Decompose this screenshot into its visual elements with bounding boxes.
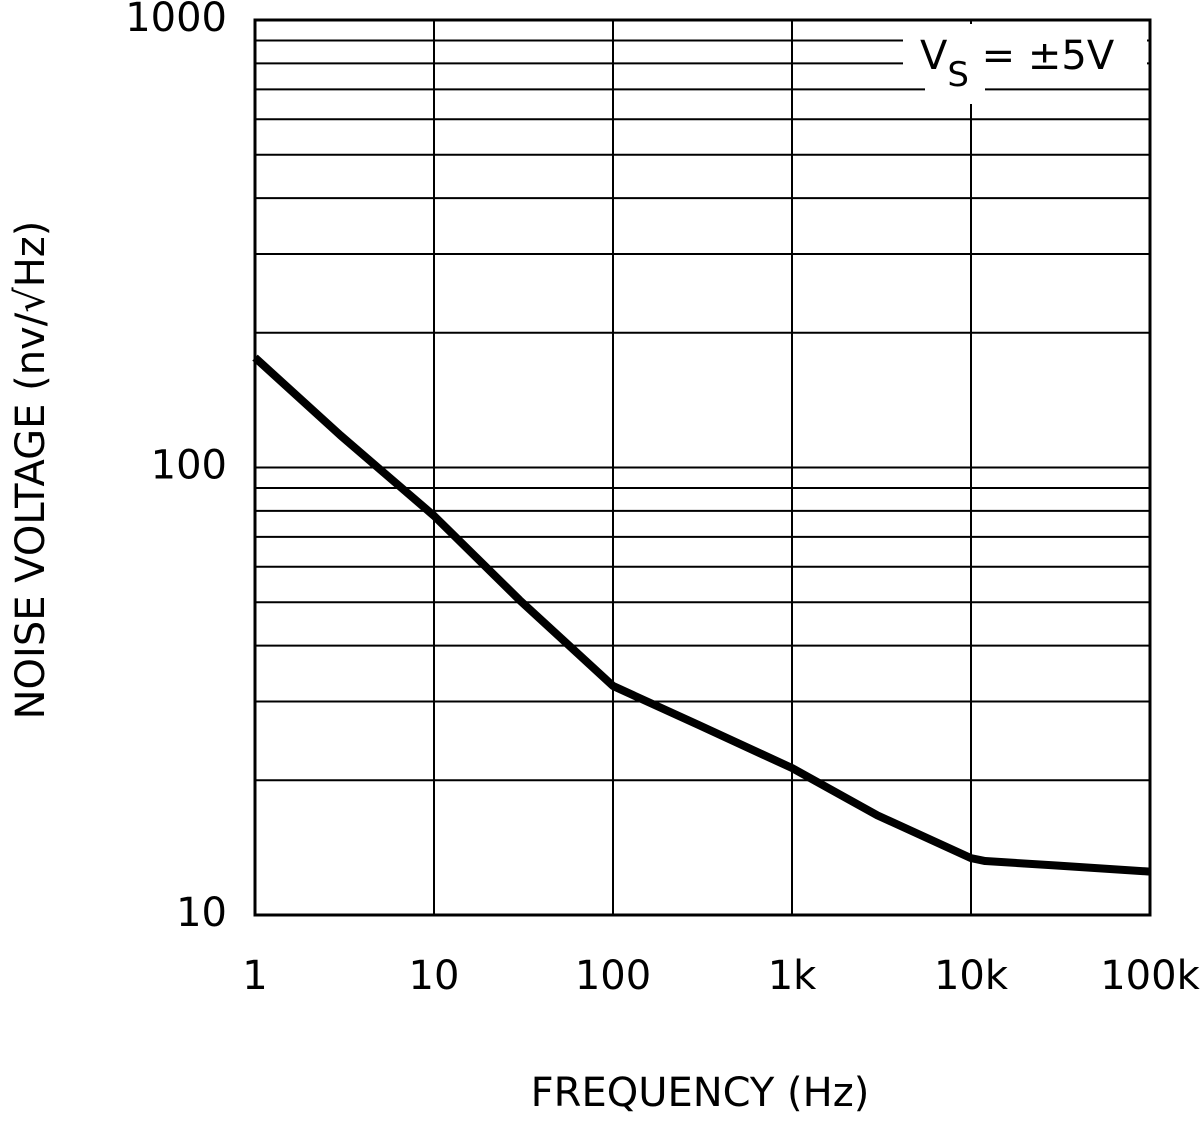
data-line [252,354,1151,876]
x-tick-label: 1k [768,953,817,999]
y-axis-label: NOISE VOLTAGE (nv/√Hz) [8,221,54,720]
annotation-background [925,74,985,104]
x-tick-label: 100k [1100,953,1200,999]
x-tick-label: 10 [409,953,460,999]
x-tick-label: 1 [242,953,267,999]
y-tick-label: 1000 [125,0,227,41]
annotation: VS = ±5V [920,33,1115,95]
annotation-background [903,24,1147,76]
y-tick-label: 100 [151,443,227,489]
annotation-text: V [920,33,948,79]
annotation-text: = ±5V [969,33,1115,79]
plot-frame [253,18,1152,917]
annotation-subscript: S [947,55,969,95]
x-axis-label: FREQUENCY (Hz) [531,1070,870,1116]
x-tick-label: 10k [934,953,1009,999]
x-tick-label: 100 [575,953,651,999]
y-tick-label: 10 [176,890,227,936]
